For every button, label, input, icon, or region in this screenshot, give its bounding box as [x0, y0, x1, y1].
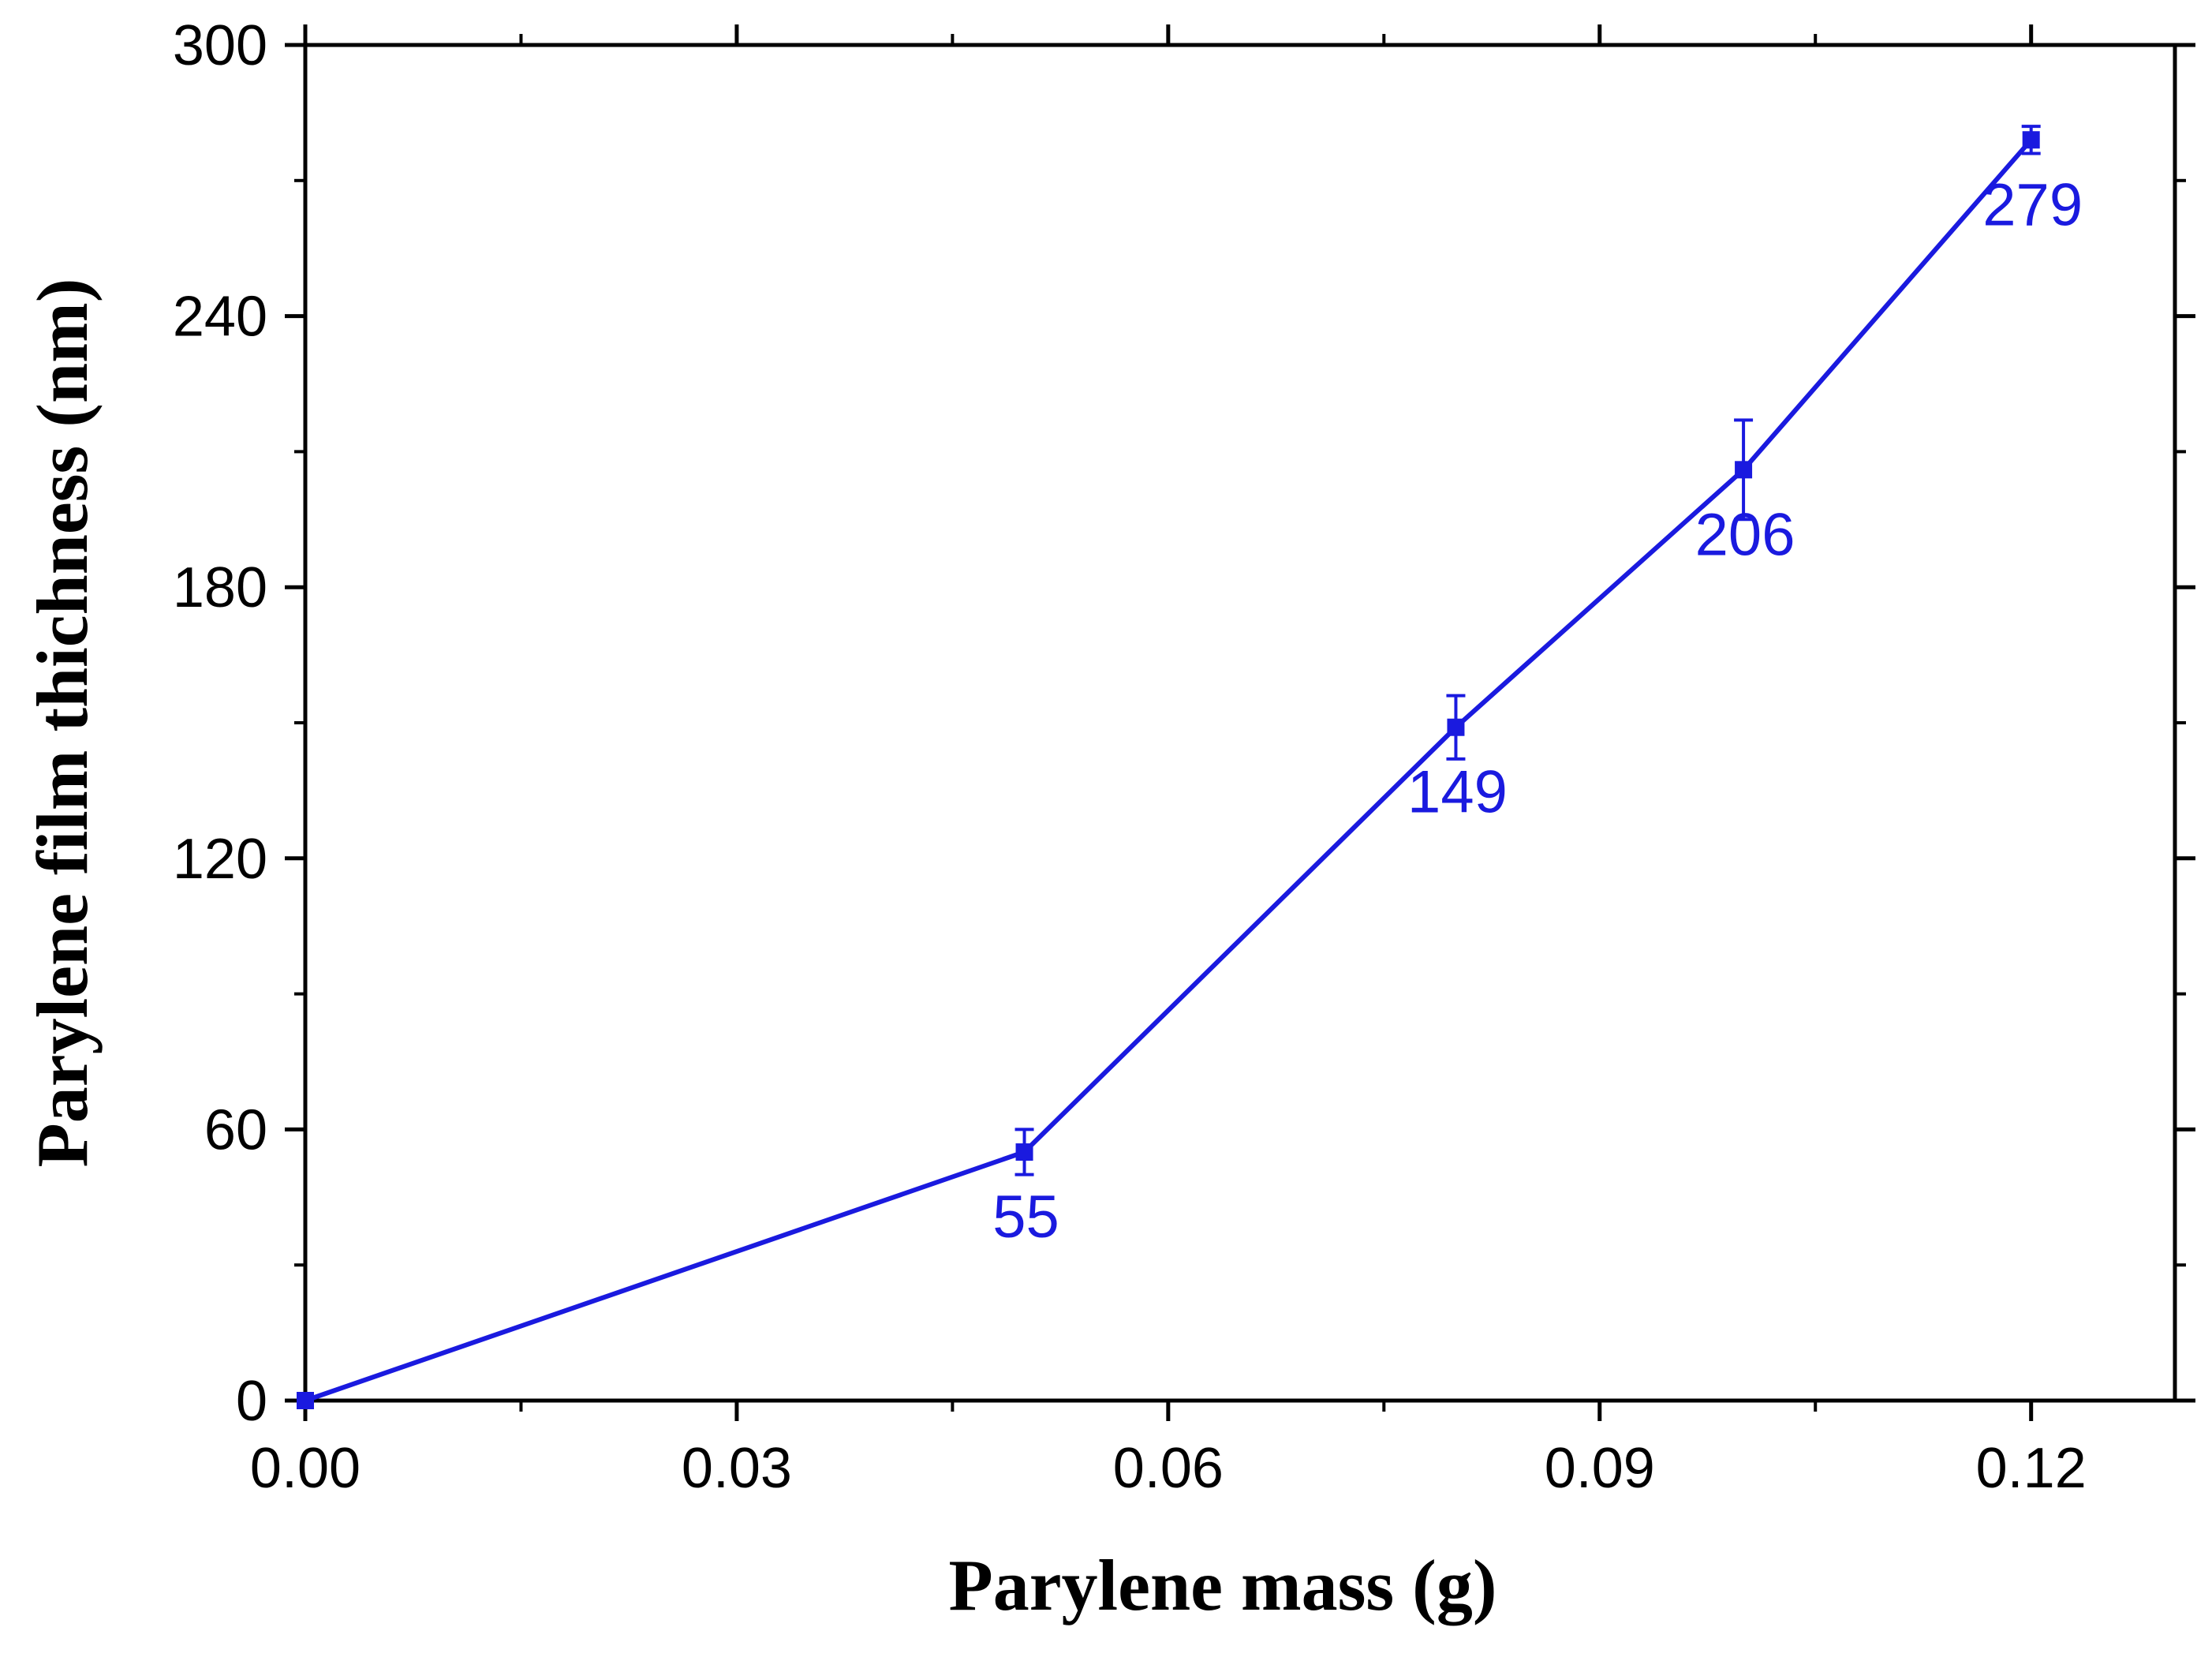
- series-layer: 55 149 206 279: [297, 125, 2083, 1409]
- y-axis-ticks: 0 60 120 180 240 300: [173, 14, 2195, 1433]
- y-tick-label: 0: [236, 1370, 267, 1433]
- y-tick-label: 120: [173, 828, 267, 891]
- x-tick-label: 0.03: [682, 1437, 792, 1500]
- x-tick-label: 0.00: [250, 1437, 361, 1500]
- data-label: 206: [1695, 501, 1795, 568]
- x-tick-label: 0.06: [1113, 1437, 1224, 1500]
- x-axis-ticks: 0.00 0.03 0.06 0.09 0.12: [250, 24, 2087, 1500]
- y-tick-label: 60: [204, 1098, 267, 1161]
- data-point: [2022, 131, 2040, 149]
- minor-ticks: [294, 34, 2186, 1412]
- data-point: [297, 1392, 314, 1409]
- data-point: [1447, 718, 1465, 736]
- x-tick-label: 0.12: [1976, 1437, 2087, 1500]
- series-line: [305, 138, 2033, 1403]
- data-label: 149: [1407, 759, 1508, 826]
- y-tick-label: 240: [173, 286, 267, 349]
- data-point: [1015, 1143, 1033, 1161]
- y-tick-label: 180: [173, 556, 267, 619]
- x-tick-label: 0.09: [1545, 1437, 1655, 1500]
- plot-area-frame: [303, 43, 2177, 1403]
- y-axis-title: Parylene film thichness (nm): [22, 279, 103, 1168]
- data-label: 55: [992, 1184, 1059, 1251]
- y-tick-label: 300: [173, 14, 267, 77]
- x-axis-title: Parylene mass (g): [949, 1545, 1497, 1625]
- data-label: 279: [1982, 171, 2083, 238]
- data-point: [1735, 461, 1753, 479]
